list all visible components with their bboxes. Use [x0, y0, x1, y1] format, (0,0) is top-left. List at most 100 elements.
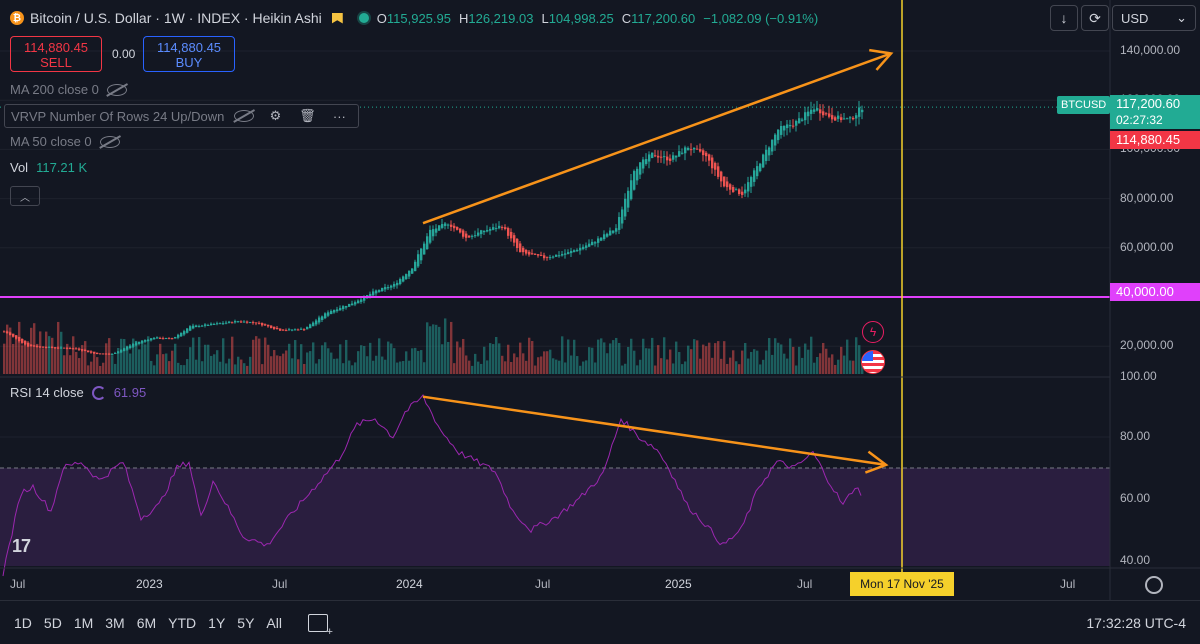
volume-bar: [66, 343, 69, 374]
timeframe-button[interactable]: All: [266, 614, 282, 631]
us-flag-event-icon[interactable]: [861, 350, 885, 374]
volume-bar: [102, 362, 105, 374]
sell-button[interactable]: 114,880.45 SELL: [10, 36, 102, 72]
volume-bar: [486, 360, 489, 374]
level-price-tag: 40,000.00: [1110, 283, 1200, 301]
ohlc-value: 104,998.25: [548, 10, 614, 26]
candle-body: [609, 230, 612, 236]
ohlc-item: O115,925.95: [377, 11, 451, 26]
volume-bar: [357, 351, 360, 374]
vrvp-legend[interactable]: VRVP Number Of Rows 24 Up/Down ⚙ 🗑 ···: [4, 104, 360, 128]
candle-body: [267, 324, 270, 327]
ma50-legend[interactable]: MA 50 close 0: [10, 134, 120, 149]
volume-bar: [690, 349, 693, 374]
volume-bar: [444, 318, 447, 374]
ma200-legend[interactable]: MA 200 close 0: [10, 82, 127, 97]
candle-body: [753, 170, 756, 182]
candle-body: [786, 124, 789, 129]
volume-bar: [135, 341, 138, 374]
candle-body: [507, 228, 510, 236]
volume-bar: [426, 322, 429, 374]
candle-body: [495, 228, 498, 230]
volume-bar: [585, 360, 588, 374]
volume-bar: [699, 358, 702, 374]
timeframe-button[interactable]: 5D: [43, 614, 62, 631]
candle-body: [678, 151, 681, 157]
candle-body: [651, 152, 654, 158]
candle-body: [849, 117, 852, 119]
volume-bar: [504, 361, 507, 374]
bookmark-flag-icon[interactable]: [331, 12, 343, 24]
ohlc-item: H126,219.03: [459, 11, 533, 26]
candle-body: [729, 184, 732, 190]
volume-bar: [819, 353, 822, 374]
volume-bar: [399, 361, 402, 374]
volume-bar: [687, 345, 690, 374]
hidden-eye-icon[interactable]: [106, 83, 127, 96]
candles: [3, 101, 864, 355]
candle-body: [558, 255, 561, 257]
lightning-event-icon[interactable]: ϟ: [862, 321, 884, 343]
settings-icon[interactable]: ⚙: [269, 108, 282, 123]
timeframe-button[interactable]: 1D: [14, 614, 32, 631]
volume-bar: [120, 338, 123, 374]
currency-select[interactable]: USD ⌄: [1112, 5, 1196, 31]
volume-bar: [753, 349, 756, 374]
arrow-down-icon: ↓: [1060, 10, 1068, 26]
buy-button[interactable]: 114,880.45 BUY: [143, 36, 235, 72]
settings-gear-icon[interactable]: [1145, 576, 1163, 594]
volume-bar: [207, 344, 210, 374]
volume-bar: [759, 364, 762, 374]
volume-legend[interactable]: Vol 117.21 K: [10, 160, 87, 175]
candle-body: [597, 238, 600, 243]
rsi-legend[interactable]: RSI 14 close 61.95: [10, 385, 146, 400]
timeframe-button[interactable]: 1Y: [208, 614, 226, 631]
tradingview-logo[interactable]: 17: [12, 536, 31, 556]
timeframe-button[interactable]: 1M: [73, 614, 94, 631]
delete-icon[interactable]: 🗑: [299, 108, 316, 123]
candle-body: [846, 118, 849, 120]
clock[interactable]: 17:32:28 UTC-4: [1086, 614, 1186, 631]
candle-body: [843, 118, 846, 120]
candle-body: [342, 306, 345, 310]
calendar-range-icon[interactable]: [307, 613, 333, 638]
scroll-down-button[interactable]: ↓: [1050, 5, 1078, 31]
candle-body: [276, 327, 279, 330]
candle-body: [264, 324, 267, 326]
candle-body: [795, 121, 798, 126]
candle-body: [96, 352, 99, 355]
buy-label: BUY: [175, 55, 203, 70]
timeframe-button[interactable]: 5Y: [237, 614, 255, 631]
candle-body: [324, 313, 327, 319]
volume-bar: [384, 359, 387, 374]
timeframe-button[interactable]: YTD: [168, 614, 197, 631]
ohlc-item: −1,082.09 (−0.91%): [703, 11, 818, 26]
ohlc-key: O: [376, 10, 387, 26]
candle-body: [210, 323, 213, 326]
reset-chart-button[interactable]: ⟳: [1081, 5, 1109, 31]
candle-body: [810, 109, 813, 114]
candle-body: [357, 300, 360, 304]
ohlc-values: O115,925.95 H126,219.03 L104,998.25 C117,20…: [377, 11, 818, 26]
candle-body: [252, 322, 255, 324]
bottom-toolbar: 1D 5D 1M 3M 6M YTD 1Y 5Y All 17:32:28 UTC-4: [0, 600, 1200, 644]
volume-bar: [720, 358, 723, 374]
candle-body: [459, 228, 462, 233]
volume-bar: [609, 343, 612, 374]
candle-body: [123, 348, 126, 352]
hidden-eye-icon[interactable]: [99, 135, 120, 148]
collapse-legend-button[interactable]: ︿: [10, 186, 40, 206]
volume-bar: [603, 342, 606, 374]
volume-bar: [615, 337, 618, 374]
volume-bar: [825, 348, 828, 374]
candle-body: [450, 224, 453, 227]
volume-bar: [726, 363, 729, 374]
timeframe-button[interactable]: 6M: [136, 614, 157, 631]
symbol-title[interactable]: Bitcoin / U.S. Dollar · 1W · INDEX · Hei…: [30, 10, 322, 26]
candle-body: [408, 270, 411, 277]
timeframe-button[interactable]: 3M: [105, 614, 125, 631]
more-icon[interactable]: ···: [332, 108, 346, 124]
hidden-eye-icon[interactable]: [234, 110, 255, 122]
volume-bar: [27, 344, 30, 374]
